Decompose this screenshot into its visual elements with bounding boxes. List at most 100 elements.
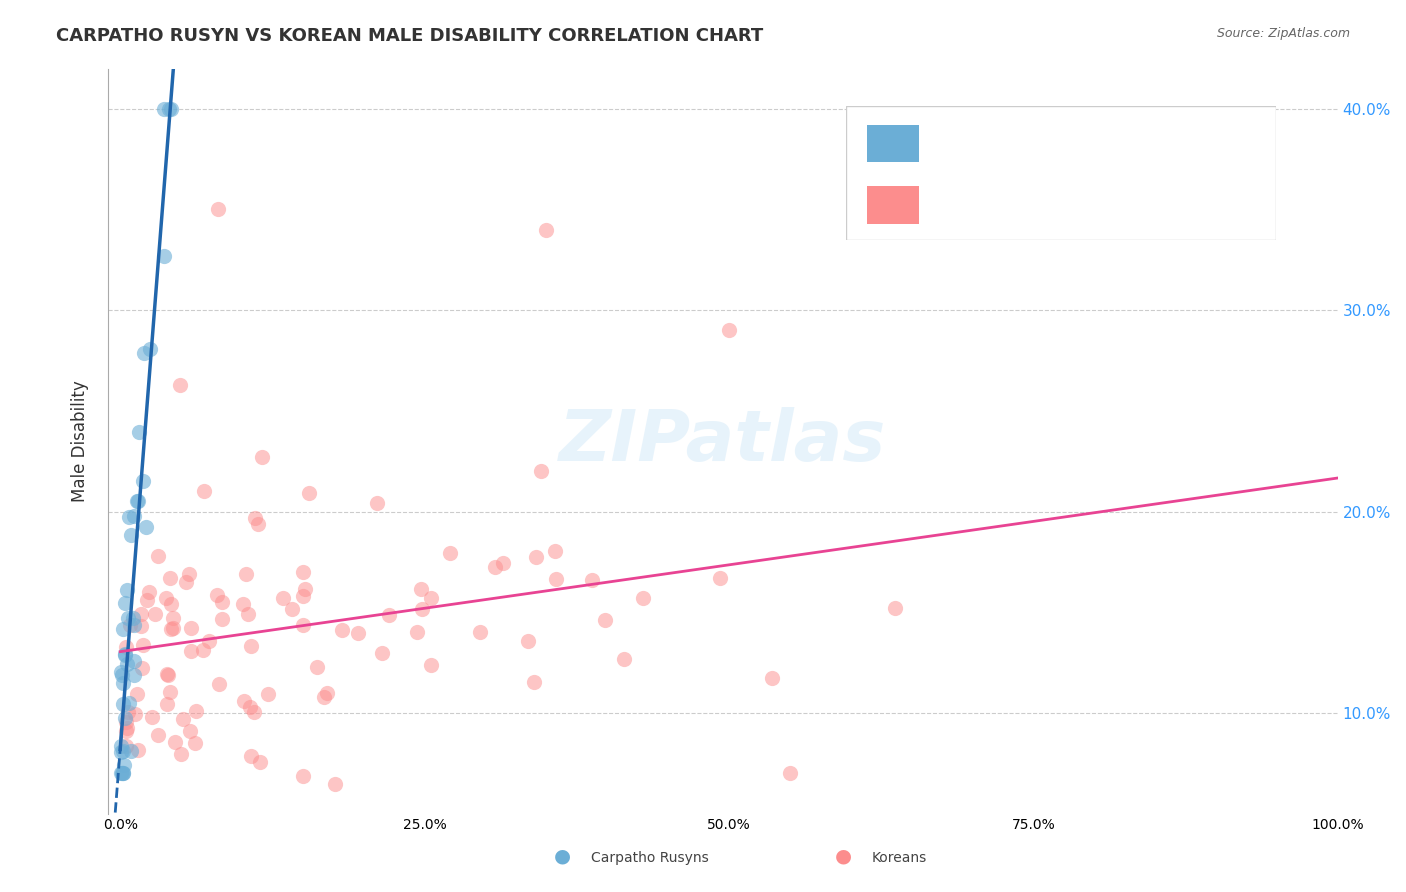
Koreans	[159, 570, 181, 584]
Koreans	[292, 617, 315, 632]
Carpatho Rusyns	[128, 425, 150, 440]
Koreans	[294, 582, 316, 596]
Carpatho Rusyns	[110, 739, 132, 754]
Koreans	[170, 747, 193, 761]
Koreans	[581, 573, 603, 587]
Carpatho Rusyns	[114, 648, 136, 663]
Carpatho Rusyns	[122, 655, 145, 669]
Koreans	[172, 712, 194, 726]
Koreans	[236, 607, 259, 621]
Koreans	[330, 623, 353, 637]
Koreans	[631, 591, 654, 606]
Koreans	[117, 705, 139, 719]
Carpatho Rusyns	[131, 474, 153, 488]
Koreans	[136, 592, 159, 607]
Koreans	[138, 585, 160, 599]
Koreans	[156, 668, 179, 682]
Koreans	[131, 619, 153, 633]
Carpatho Rusyns	[114, 710, 136, 724]
Koreans	[169, 378, 191, 392]
Text: ●: ●	[554, 847, 571, 865]
Koreans	[232, 598, 254, 612]
Carpatho Rusyns	[111, 668, 134, 682]
Koreans	[208, 677, 231, 691]
Carpatho Rusyns	[117, 610, 139, 624]
Carpatho Rusyns	[111, 697, 134, 711]
Koreans	[406, 625, 429, 640]
Koreans	[347, 626, 370, 640]
Carpatho Rusyns	[110, 766, 132, 780]
Koreans	[156, 666, 179, 681]
Koreans	[211, 595, 233, 609]
Koreans	[177, 567, 200, 582]
Carpatho Rusyns	[120, 528, 142, 542]
Koreans	[207, 202, 229, 217]
Koreans	[281, 602, 304, 616]
Y-axis label: Male Disability: Male Disability	[72, 380, 89, 502]
Koreans	[470, 624, 492, 639]
Koreans	[420, 591, 443, 606]
Koreans	[159, 597, 181, 611]
Koreans	[115, 723, 138, 738]
Koreans	[146, 549, 169, 564]
Carpatho Rusyns	[138, 342, 160, 356]
Koreans	[484, 560, 506, 574]
Koreans	[179, 724, 201, 739]
Carpatho Rusyns	[122, 668, 145, 682]
Koreans	[378, 608, 401, 623]
Carpatho Rusyns	[120, 744, 142, 758]
Carpatho Rusyns	[153, 250, 176, 264]
Koreans	[162, 621, 184, 635]
Koreans	[242, 705, 264, 719]
Carpatho Rusyns	[117, 510, 139, 524]
Koreans	[245, 510, 267, 524]
Koreans	[239, 749, 262, 764]
Koreans	[546, 572, 568, 586]
Koreans	[292, 589, 315, 603]
Text: Source: ZipAtlas.com: Source: ZipAtlas.com	[1216, 27, 1350, 40]
Carpatho Rusyns	[135, 520, 157, 534]
Carpatho Rusyns	[112, 744, 135, 758]
Koreans	[180, 621, 202, 635]
Koreans	[233, 693, 256, 707]
Koreans	[162, 611, 184, 625]
Koreans	[118, 618, 141, 632]
Koreans	[193, 484, 215, 499]
Koreans	[141, 710, 163, 724]
Koreans	[544, 544, 567, 558]
Carpatho Rusyns	[111, 766, 134, 780]
Koreans	[246, 517, 269, 532]
Koreans	[761, 672, 783, 686]
Carpatho Rusyns	[112, 758, 135, 772]
Koreans	[127, 742, 149, 756]
Koreans	[409, 582, 432, 596]
Koreans	[239, 700, 262, 714]
Koreans	[516, 633, 538, 648]
Koreans	[292, 565, 315, 579]
Koreans	[307, 659, 329, 673]
Carpatho Rusyns	[112, 622, 135, 636]
Koreans	[371, 646, 394, 660]
Carpatho Rusyns	[114, 596, 136, 610]
Koreans	[163, 735, 186, 749]
Koreans	[184, 736, 207, 750]
Koreans	[323, 777, 346, 791]
Koreans	[530, 464, 553, 478]
Carpatho Rusyns	[125, 494, 148, 508]
Carpatho Rusyns	[122, 617, 145, 632]
Carpatho Rusyns	[114, 647, 136, 661]
Text: ZIPatlas: ZIPatlas	[560, 407, 887, 475]
Carpatho Rusyns	[110, 745, 132, 759]
Carpatho Rusyns	[115, 582, 138, 597]
Koreans	[115, 640, 138, 654]
Koreans	[198, 633, 221, 648]
Koreans	[159, 622, 181, 636]
Carpatho Rusyns	[110, 665, 132, 679]
Koreans	[115, 721, 138, 735]
Koreans	[115, 739, 138, 753]
Koreans	[131, 661, 153, 675]
Koreans	[115, 714, 138, 729]
Koreans	[291, 769, 314, 783]
Koreans	[186, 704, 208, 718]
Text: CARPATHO RUSYN VS KOREAN MALE DISABILITY CORRELATION CHART: CARPATHO RUSYN VS KOREAN MALE DISABILITY…	[56, 27, 763, 45]
